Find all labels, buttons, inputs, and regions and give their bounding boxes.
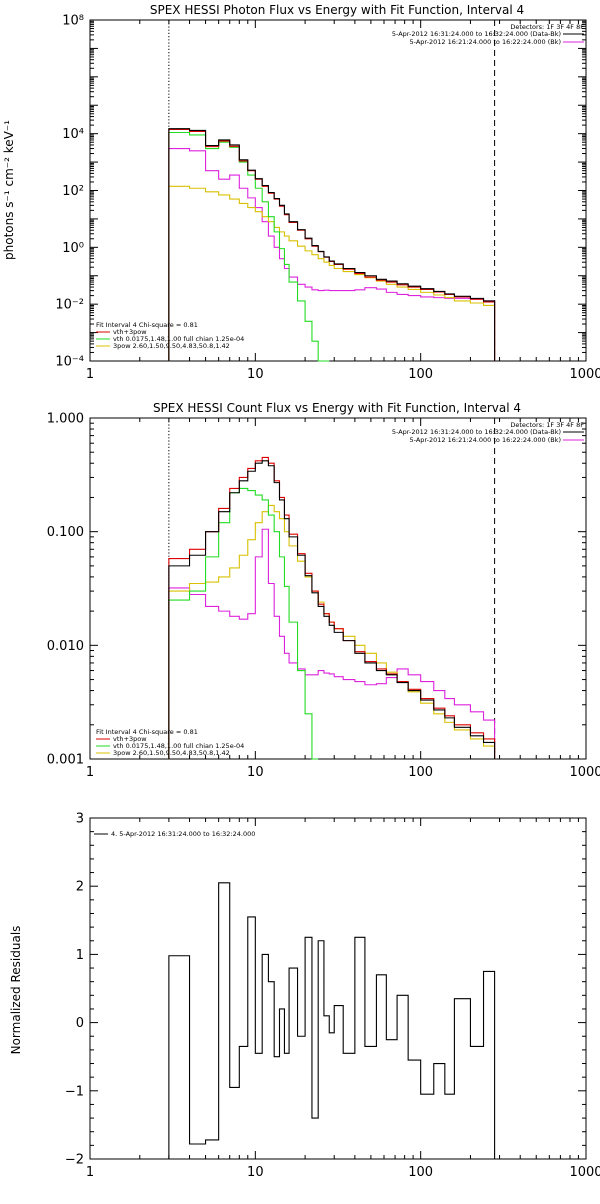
photon-series-total — [168, 128, 496, 361]
photon-marker-lines — [168, 20, 496, 361]
count-legend: Fit Interval 4 Chi-square = 0.81 vth+3po… — [96, 728, 244, 757]
count-x-tick-label: 10 — [247, 765, 264, 780]
count-x-tick-label: 1000 — [569, 765, 600, 780]
photon-series — [168, 128, 496, 362]
count-y-tick-label: 0.010 — [47, 639, 84, 654]
count-header-data-interval: 5-Apr-2012 16:31:24.000 to 16:32:24.000 … — [392, 428, 561, 436]
residual-y-label: Normalized Residuals — [9, 926, 23, 1055]
photon-panel: SPEX HESSI Photon Flux vs Energy with Fi… — [2, 3, 600, 382]
photon-header-bk-interval: 5-Apr-2012 16:21:24.000 to 16:22:24.000 … — [410, 38, 561, 46]
residual-ticks: 1 10 100 1000 −2 −1 0 1 2 3 — [65, 812, 600, 1181]
residual-x-tick-label: 1000 — [569, 1165, 600, 1180]
photon-series-model — [168, 128, 496, 361]
photon-legend-pow: 3pow 2.60,1.50,9.50,4.83,50.8,1.42 — [113, 342, 230, 350]
photon-y-tick-label: 10⁴ — [62, 127, 84, 142]
count-header-bk-interval: 5-Apr-2012 16:21:24.000 to 16:22:24.000 … — [410, 436, 561, 444]
residual-legend-text: 4. 5-Apr-2012 16:31:24.000 to 16:32:24.0… — [111, 830, 255, 838]
photon-series-vth — [168, 131, 330, 362]
photon-series-pow — [168, 185, 496, 361]
residual-y-tick-label: −2 — [65, 1153, 84, 1168]
photon-x-tick-label: 100 — [408, 367, 433, 382]
photon-header: Detectors: 1F 3F 4F 8F 5-Apr-2012 16:31:… — [392, 23, 584, 46]
residual-y-tick-label: −1 — [65, 1084, 84, 1099]
photon-y-tick-label: 10⁸ — [62, 14, 84, 29]
count-x-tick-label: 100 — [408, 765, 433, 780]
count-y-tick-label: 0.001 — [47, 753, 84, 768]
photon-y-tick-label: 10² — [62, 184, 84, 199]
count-y-tick-label: 1.000 — [47, 412, 84, 427]
count-panel: SPEX HESSI Count Flux vs Energy with Fit… — [47, 401, 600, 780]
count-title: SPEX HESSI Count Flux vs Energy with Fit… — [153, 401, 521, 415]
photon-plot-frame — [89, 19, 587, 362]
count-header: Detectors: 1F 3F 4F 8F 5-Apr-2012 16:31:… — [392, 421, 584, 444]
photon-legend-fit: Fit Interval 4 Chi-square = 0.81 — [96, 321, 198, 329]
count-series-pow — [168, 504, 496, 759]
residual-series-total — [168, 882, 496, 1159]
residual-y-tick-label: 2 — [76, 880, 84, 895]
photon-ticks: 1 10 100 1000 10⁻⁴ 10⁻² 10⁰ 10² 10⁴ 10⁸ — [55, 14, 600, 383]
count-series-bk — [168, 528, 496, 759]
residual-legend: 4. 5-Apr-2012 16:31:24.000 to 16:32:24.0… — [94, 830, 255, 838]
count-series — [168, 456, 496, 760]
residual-x-tick-label: 1 — [86, 1165, 94, 1180]
photon-x-tick-label: 1 — [86, 367, 94, 382]
photon-legend-vth: vth 0.0175,1.48,1.00 full chian 1.25e-04 — [113, 335, 244, 343]
count-legend-vth: vth 0.0175,1.48,1.00 full chian 1.25e-04 — [113, 742, 244, 750]
count-y-tick-label: 0.100 — [47, 525, 84, 540]
count-series-total — [168, 460, 496, 759]
residual-y-tick-label: 3 — [76, 812, 84, 827]
photon-y-tick-label: 10⁻² — [55, 298, 84, 313]
count-legend-pow: 3pow 2.60,1.50,9.50,4.83,50.8,1.42 — [113, 749, 230, 757]
count-ticks: 1 10 100 1000 0.001 0.010 0.100 1.000 — [47, 412, 600, 781]
count-series-model — [168, 456, 496, 759]
photon-title: SPEX HESSI Photon Flux vs Energy with Fi… — [150, 3, 524, 17]
residual-y-tick-label: 1 — [76, 948, 84, 963]
photon-x-tick-label: 1000 — [569, 367, 600, 382]
photon-header-detectors: Detectors: 1F 3F 4F 8F — [510, 23, 584, 31]
residual-series — [168, 882, 496, 1159]
count-header-detectors: Detectors: 1F 3F 4F 8F — [510, 421, 584, 429]
count-plot-frame — [89, 417, 587, 760]
count-legend-model: vth+3pow — [113, 735, 147, 743]
photon-series-bk — [168, 147, 496, 361]
photon-x-tick-label: 10 — [247, 367, 264, 382]
count-marker-lines — [168, 418, 496, 759]
photon-legend-model: vth+3pow — [113, 328, 147, 336]
residual-y-tick-label: 0 — [76, 1016, 84, 1031]
count-legend-fit: Fit Interval 4 Chi-square = 0.81 — [96, 728, 198, 736]
count-series-vth — [168, 487, 319, 760]
photon-legend: Fit Interval 4 Chi-square = 0.81 vth+3po… — [96, 321, 244, 350]
photon-header-data-interval: 5-Apr-2012 16:31:24.000 to 16:32:24.000 … — [392, 30, 561, 38]
residual-x-tick-label: 10 — [247, 1165, 264, 1180]
photon-y-tick-label: 10⁰ — [62, 241, 84, 256]
residual-x-tick-label: 100 — [408, 1165, 433, 1180]
residual-plot-frame — [89, 817, 587, 1160]
photon-y-label: photons s⁻¹ cm⁻² keV⁻¹ — [2, 120, 16, 260]
photon-y-tick-label: 10⁻⁴ — [55, 355, 84, 370]
count-x-tick-label: 1 — [86, 765, 94, 780]
